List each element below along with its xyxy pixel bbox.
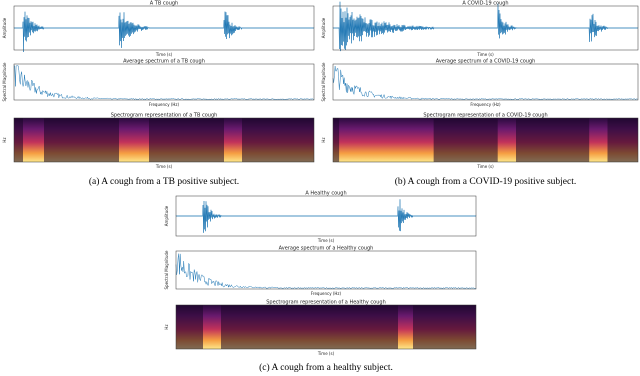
plot-title: A TB cough	[150, 1, 178, 7]
spectrogram-quiet	[433, 118, 498, 162]
spectrogram-quiet	[242, 118, 314, 162]
plot-frame	[332, 117, 639, 163]
x-axis-label: Frequency (Hz)	[149, 102, 180, 107]
plot-title: Spectrogram representation of a Healthy …	[266, 300, 386, 306]
plot-frame	[13, 63, 315, 101]
spectrogram-quiet	[44, 118, 119, 162]
spectrogram-quiet	[149, 118, 224, 162]
plot-frame	[332, 5, 639, 51]
spectrogram-quiet	[333, 118, 340, 162]
x-axis-label: Time (s)	[155, 52, 173, 57]
caption: (b) A cough from a COVID-19 positive sub…	[395, 176, 577, 187]
caption: (a) A cough from a TB positive subject.	[89, 176, 239, 187]
waveform	[13, 11, 315, 53]
y-axis-label: Hz	[164, 324, 169, 329]
plot-title: Spectrogram representation of a TB cough	[111, 113, 218, 119]
plot-frame	[175, 304, 477, 350]
spectrogram-quiet	[176, 305, 203, 349]
y-axis-label: Amplitude	[321, 17, 326, 38]
plot-title: A COVID-19 cough	[462, 1, 508, 7]
y-axis-label: Amplitude	[164, 205, 169, 226]
plot-frame	[332, 63, 639, 101]
y-axis-label: Hz	[321, 137, 326, 142]
plot-title: A Healthy cough	[305, 191, 346, 197]
x-axis-label: Frequency (Hz)	[470, 102, 501, 107]
x-axis-label: Time (s)	[476, 164, 494, 169]
spectrogram-quiet	[607, 118, 638, 162]
x-axis-label: Time (s)	[317, 351, 335, 356]
spectrum	[13, 65, 314, 101]
spectrogram-quiet	[413, 305, 476, 349]
plot-frame	[13, 5, 315, 51]
y-axis-label: Spectral Magnitude	[164, 250, 169, 290]
spectrogram-quiet	[516, 118, 590, 162]
spectrum	[332, 66, 638, 100]
waveform	[175, 199, 477, 233]
x-axis-label: Time (s)	[476, 52, 494, 57]
x-axis-label: Time (s)	[155, 164, 173, 169]
plot-title: Average spectrum of a TB cough	[123, 59, 205, 65]
x-axis-label: Frequency (Hz)	[311, 291, 342, 296]
caption: (c) A cough from a healthy subject.	[259, 362, 393, 373]
plot-title: Spectrogram representation of a COVID-19…	[423, 113, 547, 119]
y-axis-label: Spectral Magnitude	[2, 62, 7, 102]
y-axis-label: Spectral Magnitude	[321, 62, 326, 102]
spectrogram-quiet	[14, 118, 23, 162]
plot-title: Average spectrum of a COVID-19 cough	[436, 59, 536, 65]
plot-frame	[175, 250, 477, 290]
waveform	[332, 1, 639, 52]
y-axis-label: Hz	[2, 137, 7, 142]
plot-frame	[13, 117, 315, 163]
x-axis-label: Time (s)	[317, 238, 335, 243]
y-axis-label: Amplitude	[2, 17, 7, 38]
plot-frame	[175, 195, 477, 237]
spectrum	[175, 253, 476, 289]
plot-title: Average spectrum of a Healthy cough	[279, 246, 374, 252]
spectrogram-quiet	[221, 305, 398, 349]
